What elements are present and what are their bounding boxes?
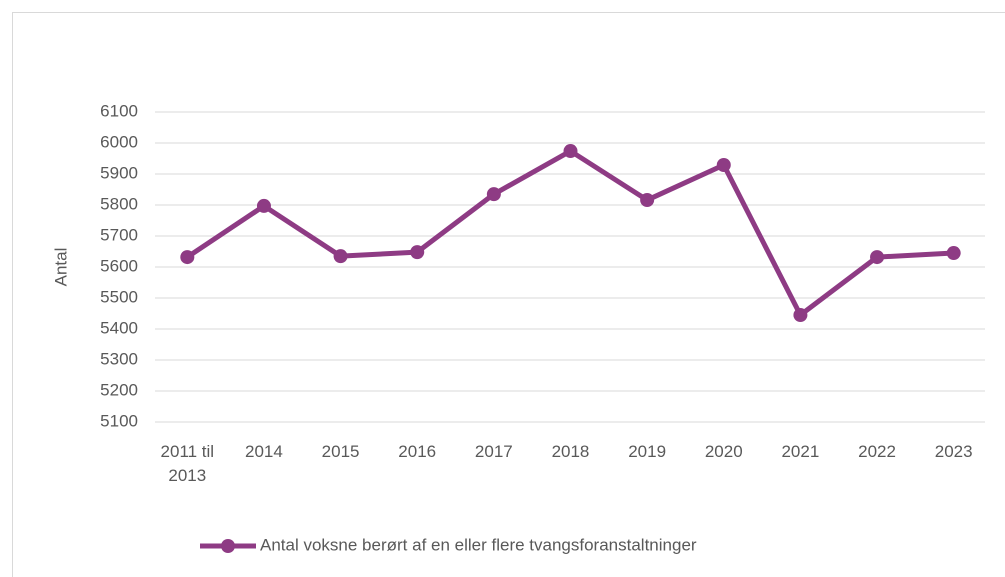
y-tick-label: 5500 [100,287,138,306]
point [793,308,808,323]
y-tick-label: 5300 [100,349,138,368]
point [410,245,425,260]
point [333,249,348,264]
line [185,148,954,318]
x-tick-label: 2022 [858,442,896,461]
y-axis-label: Antal [51,248,70,287]
point [870,250,885,265]
x-tick-label: 2023 [934,442,973,461]
y-tick-label: 5800 [100,194,138,213]
y-tick-label: 5700 [100,225,138,244]
point [716,158,731,173]
y-tick-label: 6100 [100,101,138,120]
x-tick-label: 2017 [474,442,513,461]
x-tick-label: 2019 [628,442,667,461]
x-tick-label: 2018 [551,442,590,461]
point [946,246,961,261]
x-tick-label: 2015 [321,442,360,461]
y-tick-label: 5200 [100,380,138,399]
point [640,193,655,208]
x-tick-label: 2014 [245,442,283,461]
legend-marker [221,539,235,553]
y-tick-label: 5400 [100,318,138,337]
x-tick-label: 2020 [704,442,743,461]
point [256,198,271,213]
point [180,250,195,265]
chart-frame [12,12,1005,577]
y-tick-label: 5600 [100,256,138,275]
legend-label: Antal voksne berørt af en eller flere tv… [260,535,697,554]
x-tick-label: 2011 til 2013 [160,442,215,485]
x-tick-label: 2021 [781,442,820,461]
x-tick-label: 2016 [398,442,437,461]
point [486,187,501,202]
y-tick-label: 5900 [100,163,138,182]
y-tick-label: 5100 [100,411,138,430]
point [563,144,578,159]
y-tick-label: 6000 [100,132,138,151]
